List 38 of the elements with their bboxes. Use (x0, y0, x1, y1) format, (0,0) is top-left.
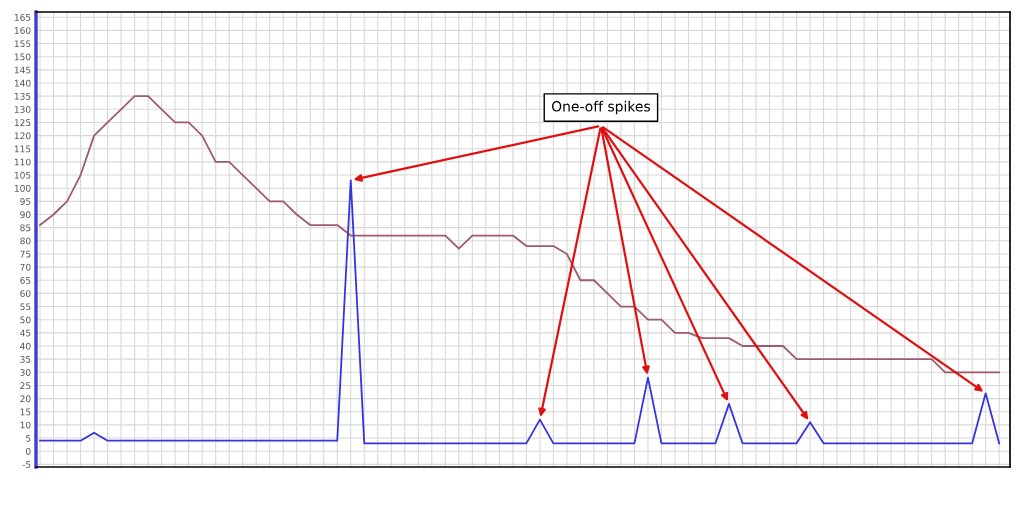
y-tick-label: 120 (14, 132, 31, 140)
y-tick-label: 105 (14, 171, 31, 179)
line-series (39, 179, 1001, 445)
y-tick-label: 135 (14, 92, 31, 100)
y-tick-label: 100 (14, 184, 31, 192)
line-series (39, 95, 1001, 374)
y-tick-label: 5 (26, 434, 31, 442)
y-tick-label: 60 (20, 290, 31, 297)
y-tick-label: 20 (20, 395, 31, 403)
y-tick-label: 115 (14, 145, 31, 153)
y-tick-label: 70 (20, 263, 31, 271)
y-tick-label: 80 (20, 237, 31, 245)
y-tick-label: 90 (20, 211, 31, 219)
y-tick-label: 55 (20, 303, 31, 311)
annotation: One-off spikes (551, 100, 650, 115)
y-tick-label: 0 (25, 447, 31, 455)
y-tick-label: 85 (20, 224, 31, 232)
y-tick-label: 40 (20, 342, 31, 350)
y-tick-label: 130 (14, 106, 31, 113)
y-tick-label: 140 (14, 79, 31, 87)
y-tick-label: 35 (20, 355, 31, 363)
y-tick-label: 45 (20, 329, 31, 337)
y-tick-label: 65 (20, 277, 31, 284)
y-tick-label: 160 (14, 27, 31, 34)
y-tick-label: 145 (14, 66, 31, 74)
y-tick-label: -5 (22, 461, 31, 468)
y-tick-label: 110 (14, 158, 31, 166)
y-tick-label: 15 (20, 408, 31, 416)
y-tick-label: 150 (14, 53, 31, 61)
y-tick-label: 10 (20, 421, 31, 429)
y-tick-label: 75 (20, 250, 31, 258)
y-tick-label: 95 (20, 198, 31, 205)
y-tick-label: 125 (14, 119, 31, 127)
y-tick-label: 30 (20, 369, 31, 376)
y-tick-label: 165 (14, 13, 31, 21)
y-tick-label: 25 (20, 382, 31, 390)
y-tick-label: 50 (20, 316, 31, 324)
y-tick-label: 155 (14, 40, 31, 48)
